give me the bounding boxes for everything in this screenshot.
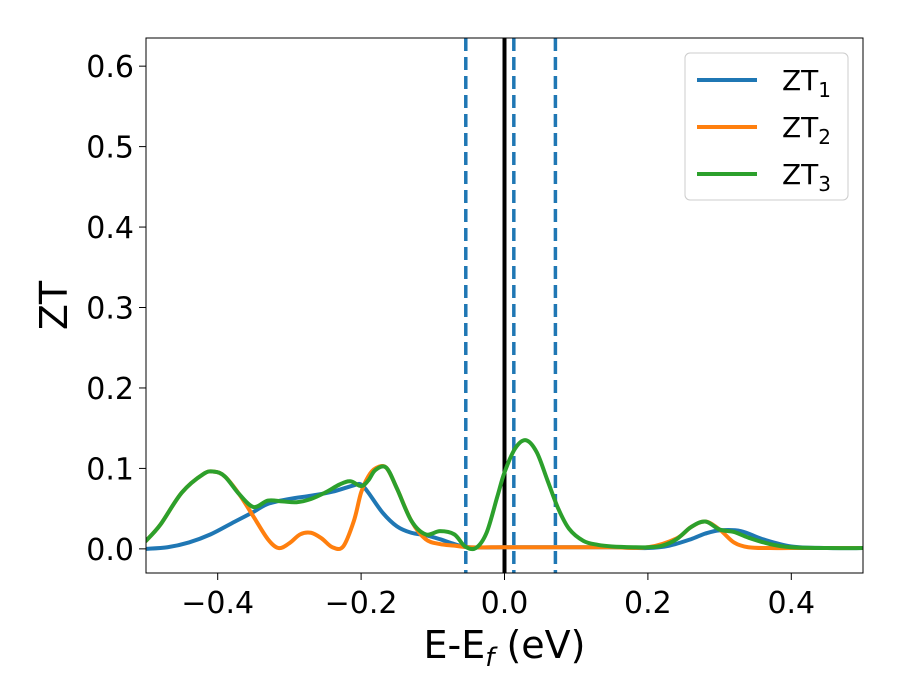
y-tick-label: 0.5 <box>86 131 134 166</box>
y-tick-label: 0.6 <box>86 50 134 85</box>
x-tick-label: −0.2 <box>325 586 398 621</box>
x-axis-label-unit: (eV) <box>494 623 585 667</box>
vertical-lines <box>466 38 556 573</box>
x-tick-label: 0.0 <box>481 586 529 621</box>
y-axis-ticks: 0.0 0.1 0.2 0.3 0.4 0.5 0.6 <box>86 50 146 568</box>
y-tick-label: 0.4 <box>86 211 134 246</box>
y-tick-label: 0.2 <box>86 372 134 407</box>
x-tick-label: 0.4 <box>767 586 815 621</box>
x-axis-title: E-Ef (eV) <box>424 623 586 673</box>
x-tick-label: −0.4 <box>181 586 254 621</box>
x-axis-ticks: −0.4 −0.2 0.0 0.2 0.4 <box>181 573 815 621</box>
y-tick-label: 0.1 <box>86 452 134 487</box>
y-axis-title: ZT <box>32 280 76 330</box>
x-axis-label-main: E-E <box>424 623 486 667</box>
x-tick-label: 0.2 <box>624 586 672 621</box>
y-tick-label: 0.0 <box>86 533 134 568</box>
y-tick-label: 0.3 <box>86 292 134 327</box>
